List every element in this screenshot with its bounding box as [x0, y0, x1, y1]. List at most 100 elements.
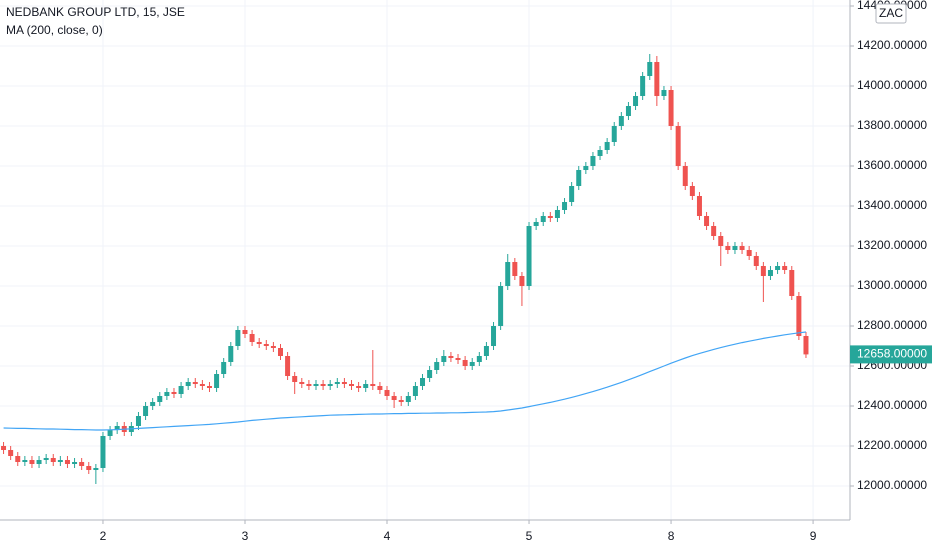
y-tick-label: 12200.00000 — [857, 438, 927, 452]
candle-body — [29, 460, 35, 464]
candle-body — [675, 126, 681, 166]
candle-body — [704, 216, 710, 226]
candle-body — [427, 370, 433, 378]
candle-body — [114, 426, 120, 430]
candle-body — [43, 458, 49, 460]
candle-body — [775, 266, 781, 270]
candle-body — [583, 166, 589, 170]
candle-body — [384, 390, 390, 396]
candle-body — [654, 62, 660, 96]
candle-body — [576, 170, 582, 186]
candle-body — [462, 360, 468, 366]
candle-body — [292, 376, 298, 382]
candle-body — [57, 460, 63, 462]
ma-line — [3, 331, 807, 431]
candle-body — [796, 296, 802, 336]
candle-body — [249, 334, 255, 342]
candle-body — [633, 96, 639, 106]
candle-body — [8, 450, 14, 456]
candle-body — [377, 386, 383, 390]
candle-body — [789, 270, 795, 296]
y-tick-label: 12000.00000 — [857, 478, 927, 492]
currency-box[interactable] — [875, 3, 907, 24]
candle-body — [711, 226, 717, 236]
candle-body — [434, 362, 440, 370]
candle-body — [590, 156, 596, 166]
x-tick-label: 2 — [100, 529, 107, 543]
y-tick-label: 13800.00000 — [857, 118, 927, 132]
candle-body — [306, 384, 312, 386]
candle-body — [349, 384, 355, 386]
candle-body — [185, 382, 191, 386]
candle-body — [661, 90, 667, 96]
candle-body — [72, 462, 78, 464]
candle-body — [469, 362, 475, 366]
candle-body — [569, 186, 575, 202]
candle-body — [79, 462, 85, 466]
candle-body — [228, 346, 234, 362]
grid — [0, 0, 850, 520]
candle-body — [327, 384, 333, 386]
candle-body — [746, 250, 752, 256]
candle-body — [398, 400, 404, 402]
candle-body — [263, 344, 269, 346]
y-tick-label: 13200.00000 — [857, 238, 927, 252]
candle-body — [547, 216, 553, 218]
candle-body — [22, 460, 28, 462]
candle-body — [767, 270, 773, 276]
candle-body — [498, 286, 504, 326]
candle-body — [164, 392, 170, 396]
candle-body — [206, 386, 212, 388]
y-tick-label: 13600.00000 — [857, 158, 927, 172]
candle-body — [1, 446, 7, 450]
candle-body — [277, 348, 283, 356]
candle-body — [611, 126, 617, 142]
x-tick-label: 5 — [526, 529, 533, 543]
candle-body — [199, 384, 205, 386]
candle-body — [725, 246, 731, 250]
candle-body — [157, 396, 163, 402]
last-price-label: 12658.00000 — [857, 347, 927, 361]
candle-body — [640, 76, 646, 96]
x-tick-label: 3 — [242, 529, 249, 543]
y-tick-label: 14200.00000 — [857, 38, 927, 52]
currency-label[interactable]: ZAC — [879, 6, 903, 20]
candle-body — [64, 460, 70, 464]
candle-body — [313, 384, 319, 386]
candle-body — [533, 222, 539, 226]
candle-body — [618, 116, 624, 126]
y-tick-label: 12400.00000 — [857, 398, 927, 412]
candle-body — [562, 202, 568, 210]
candle-body — [221, 362, 227, 374]
candle-body — [782, 266, 788, 270]
candle-body — [682, 166, 688, 186]
candle-body — [668, 90, 674, 126]
candle-body — [491, 326, 497, 346]
candle-body — [753, 256, 759, 266]
candle-body — [803, 336, 809, 355]
candle-body — [405, 396, 411, 402]
candle-body — [356, 386, 362, 388]
candle-body — [242, 330, 248, 334]
candle-body — [718, 236, 724, 246]
candle-body — [36, 460, 42, 464]
candle-body — [540, 216, 546, 222]
y-tick-label: 13400.00000 — [857, 198, 927, 212]
candle-body — [285, 356, 291, 376]
candle-body — [341, 382, 347, 384]
candle-body — [526, 226, 532, 286]
candle-body — [519, 276, 525, 286]
x-tick-label: 9 — [810, 529, 817, 543]
candle-body — [192, 382, 198, 384]
candle-body — [597, 150, 603, 156]
candle-body — [625, 106, 631, 116]
candle-body — [412, 386, 418, 396]
candle-body — [93, 468, 99, 470]
candle-body — [441, 356, 447, 362]
x-tick-label: 8 — [668, 529, 675, 543]
candle-body — [420, 378, 426, 386]
candle-body — [647, 62, 653, 76]
candle-body — [448, 356, 454, 358]
